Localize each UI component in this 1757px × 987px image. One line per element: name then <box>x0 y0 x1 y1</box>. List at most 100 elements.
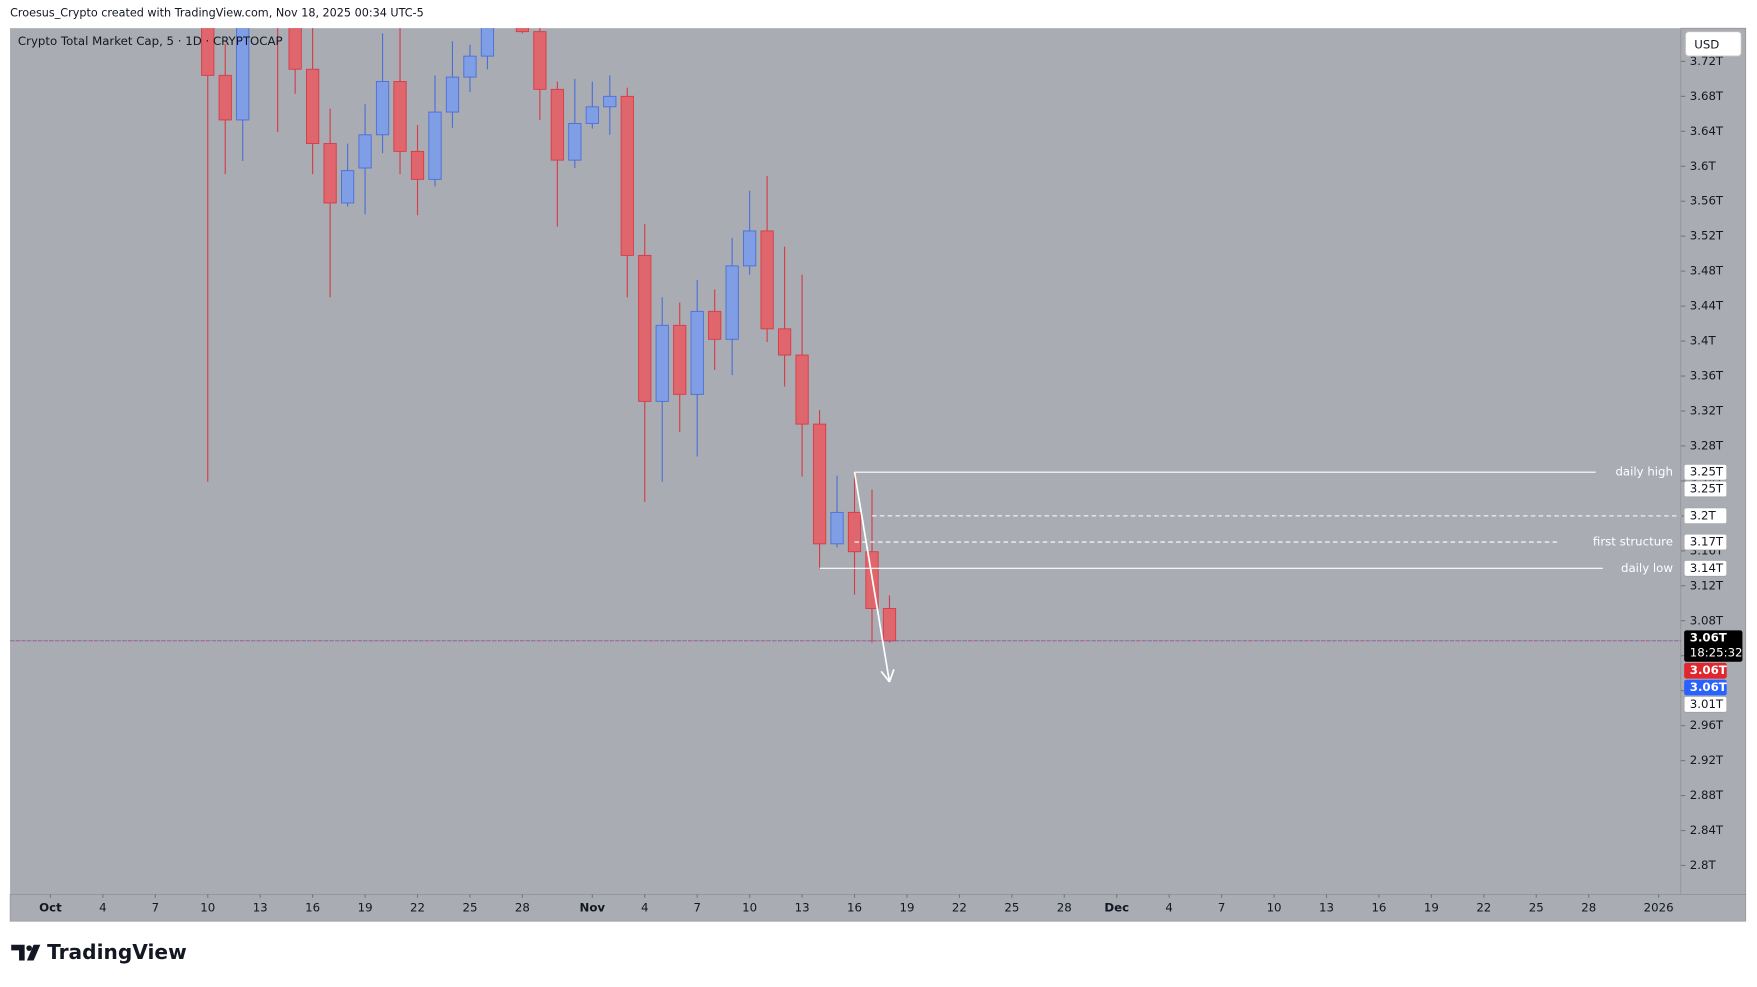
x-tick-label: 25 <box>1004 900 1019 914</box>
chart-title: Crypto Total Market Cap, 5 · 1D · CRYPTO… <box>18 34 283 48</box>
candle-body <box>760 230 774 330</box>
price-badge <box>1684 662 1727 679</box>
candle-body <box>830 511 844 545</box>
x-tick-label: 13 <box>1319 900 1334 914</box>
candle-body <box>550 88 564 161</box>
x-tick-label: 7 <box>1218 900 1225 914</box>
price-badge <box>1683 507 1728 524</box>
x-tick-label: 4 <box>1165 900 1172 914</box>
y-tick-label: 3.32T <box>1690 403 1724 417</box>
price-badge <box>1683 533 1728 551</box>
x-tick-label: 22 <box>1476 900 1491 914</box>
y-tick-label: 3.28T <box>1690 438 1724 452</box>
y-tick-label: 3.72T <box>1690 54 1724 68</box>
x-tick-label: 25 <box>1529 900 1544 914</box>
x-tick-label: 22 <box>410 900 425 914</box>
y-tick-label: 2.8T <box>1690 858 1717 872</box>
candle-body <box>410 150 425 180</box>
candle-body <box>725 265 739 340</box>
candle-body <box>236 28 250 121</box>
x-tick-label: 2026 <box>1644 900 1674 914</box>
price-badge <box>1683 480 1728 498</box>
price-badge <box>1684 630 1743 662</box>
level-label: daily low <box>1621 561 1673 575</box>
x-tick-label: 7 <box>152 900 159 914</box>
y-tick-label: 3.08T <box>1690 613 1724 627</box>
y-tick-label: 3.48T <box>1690 264 1724 278</box>
currency[interactable]: USD <box>1694 37 1719 51</box>
x-tick-label: 4 <box>99 900 106 914</box>
price-badge-label: 3.06T <box>1690 680 1727 694</box>
price-badge-label: 3.25T <box>1690 465 1724 479</box>
y-tick-label: 3.52T <box>1690 229 1724 243</box>
price-badge-label: 3.06T <box>1690 663 1727 677</box>
y-tick-label: 2.92T <box>1690 753 1724 767</box>
candle-body <box>847 511 862 553</box>
candle-body <box>288 28 302 70</box>
arrow-line <box>853 472 891 683</box>
candle-body <box>690 310 704 395</box>
x-tick-label: 10 <box>1267 900 1282 914</box>
arrow-head <box>888 668 895 683</box>
candle-body <box>777 328 792 356</box>
price-axis <box>1680 27 1747 895</box>
y-tick-label: 3.56T <box>1690 194 1724 208</box>
y-tick-label: 3.4T <box>1690 334 1717 348</box>
x-tick-label: 22 <box>952 900 967 914</box>
candle-body <box>882 608 897 642</box>
marks-layer <box>10 28 1681 683</box>
logo <box>11 944 41 961</box>
price-badge-label: 3.25T <box>1690 481 1724 495</box>
price-badge-label: 3.14T <box>1690 561 1724 575</box>
candle-body <box>585 106 599 124</box>
x-tick-label: 19 <box>1424 900 1439 914</box>
candle-body <box>323 143 337 204</box>
x-tick-label: 10 <box>742 900 757 914</box>
x-tick-label: 13 <box>253 900 268 914</box>
candle-body <box>218 74 232 121</box>
x-tick-label: 16 <box>1371 900 1386 914</box>
axis-layer: 2.8T2.84T2.88T2.92T2.96T3T3.04T3.08T3.12… <box>39 54 1742 914</box>
x-tick-label: 10 <box>200 900 215 914</box>
candle-body <box>375 81 390 136</box>
candle-body <box>795 354 809 425</box>
y-tick-label: 3.68T <box>1690 89 1724 103</box>
x-tick-label: 25 <box>462 900 477 914</box>
x-tick-label: Dec <box>1104 900 1129 914</box>
level-label: daily high <box>1615 465 1673 479</box>
logo-dot <box>26 945 32 951</box>
price-badge-label: 3.06T <box>1690 631 1727 645</box>
countdown: 18:25:32 <box>1690 645 1743 659</box>
y-tick-label: 2.96T <box>1690 718 1724 732</box>
y-tick-label: 2.84T <box>1690 823 1724 837</box>
price-badge <box>1684 679 1727 696</box>
candle-body <box>620 95 634 256</box>
candle-body <box>201 28 215 76</box>
arrow-head <box>880 670 891 683</box>
time-axis <box>9 894 1747 922</box>
logo-icon <box>11 944 41 961</box>
price-badge-label: 3.01T <box>1690 697 1724 711</box>
candle-body <box>638 254 652 402</box>
candle-body <box>812 423 827 545</box>
candle-body <box>445 76 460 113</box>
x-tick-label: 16 <box>847 900 862 914</box>
candle-body <box>673 324 687 395</box>
candle-body <box>480 28 495 57</box>
y-tick-label: 3.6T <box>1690 159 1717 173</box>
candle-body <box>358 134 372 169</box>
header: Croesus_Crypto created with TradingView.… <box>10 7 424 20</box>
candle-body <box>568 122 582 161</box>
currency-button[interactable] <box>1684 30 1742 57</box>
plot-area <box>10 28 1681 895</box>
price-badge <box>1683 464 1728 481</box>
candle-body <box>708 310 722 340</box>
x-tick-label: 16 <box>305 900 320 914</box>
y-tick-label: 3.64T <box>1690 124 1724 138</box>
candle-body <box>655 324 669 402</box>
level-label: first structure <box>1593 535 1673 549</box>
y-tick-label: 3.12T <box>1690 578 1724 592</box>
candle-body <box>306 68 320 144</box>
